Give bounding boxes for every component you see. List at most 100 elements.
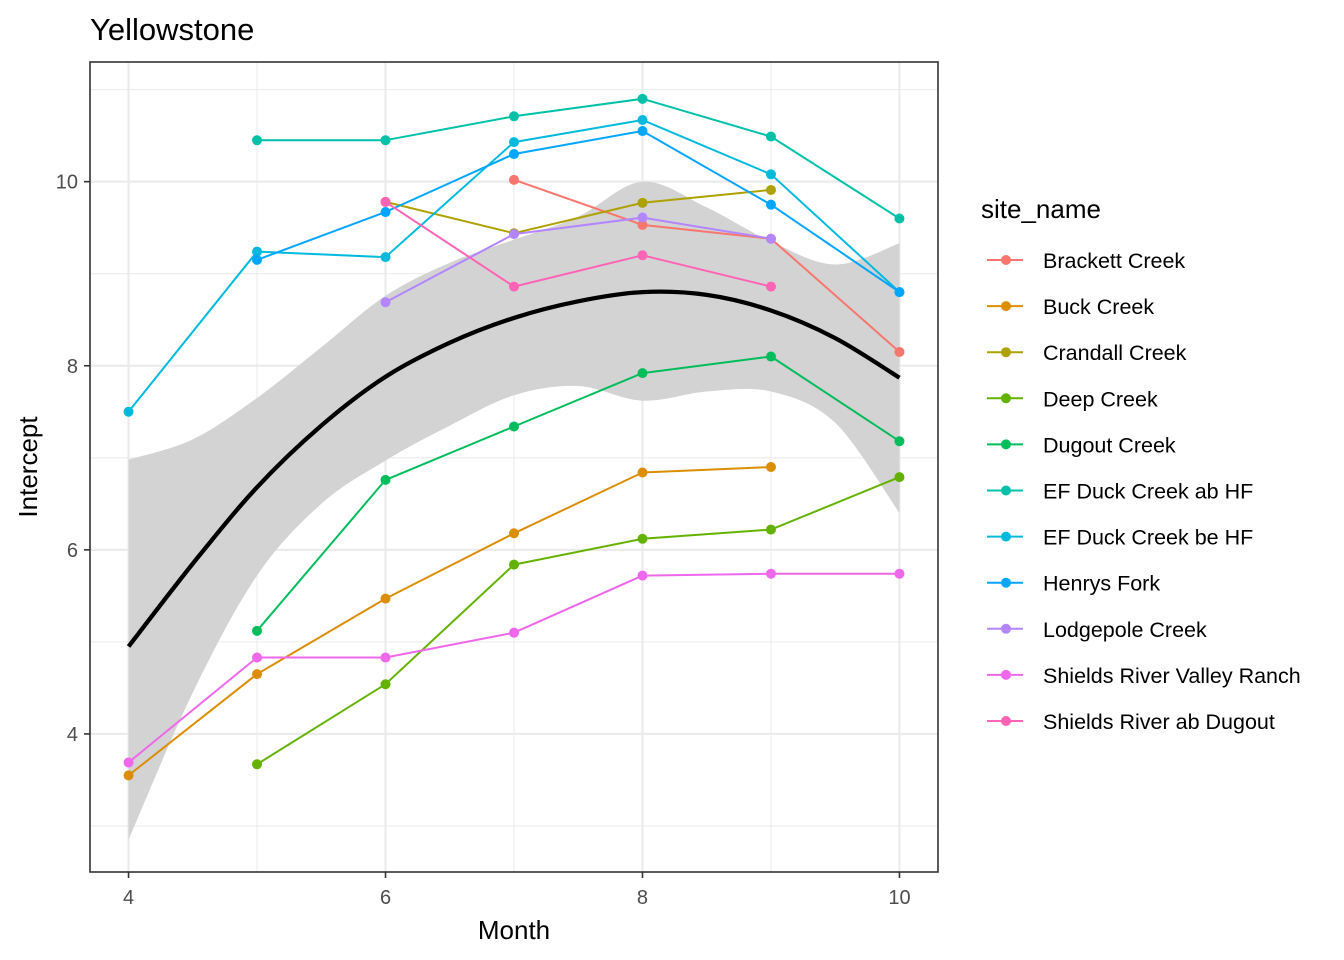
legend-key-point [1001,301,1011,312]
series-line-buck-creek [127,466,772,777]
data-point-shields-river-valley-ranch [509,627,519,638]
legend-key-point [1001,255,1011,265]
legend-label: Dugout Creek [1043,433,1176,457]
x-axis-title: Month [478,915,550,945]
data-point-buck-creek [380,593,391,604]
series-shields-river-ab-dugout [380,196,776,292]
series-deep-creek [252,472,905,770]
data-point-ef-duck-creek-be-hf [509,137,519,148]
data-point-henrys-fork [765,199,776,210]
legend-label: Deep Creek [1043,387,1158,411]
legend-item-ef-duck-creek-be-hf: EF Duck Creek be HF [987,526,1253,550]
data-point-dugout-creek [637,368,648,379]
data-point-lodgepole-creek [765,233,776,244]
smooth-line-layer [126,289,901,648]
legend-label: Shields River ab Dugout [1043,710,1275,734]
data-point-deep-creek [765,524,776,535]
series-layer [123,93,905,781]
smooth-confidence-band [128,181,900,840]
legend-key-point [1001,669,1011,680]
data-point-henrys-fork [894,287,905,298]
legend-item-crandall-creek: Crandall Creek [987,341,1187,365]
legend-item-henrys-fork: Henrys Fork [987,572,1160,596]
y-tick-label: 10 [56,172,78,194]
data-point-buck-creek [765,462,776,472]
data-point-deep-creek [637,533,648,544]
data-point-deep-creek [252,759,263,770]
legend-key-point [1001,577,1011,588]
data-point-ef-duck-creek-ab-hf [894,213,905,224]
legend-label: Buck Creek [1043,295,1154,319]
data-point-shields-river-valley-ranch [123,757,134,768]
data-point-brackett-creek [637,219,648,230]
legend-item-buck-creek: Buck Creek [987,295,1154,319]
data-point-deep-creek [509,559,519,570]
legend-label: Lodgepole Creek [1043,618,1207,642]
legend-label: EF Duck Creek be HF [1043,526,1253,550]
data-point-buck-creek [509,528,519,539]
legend-title: site_name [981,194,1101,224]
series-line-ef-duck-creek-ab-hf [257,97,901,220]
data-point-brackett-creek [509,174,519,185]
legend-item-ef-duck-creek-ab-hf: EF Duck Creek ab HF [987,480,1253,504]
data-point-lodgepole-creek [637,212,648,223]
data-point-ef-duck-creek-ab-hf [380,135,391,146]
data-point-henrys-fork [637,126,648,137]
x-tick-label: 4 [123,887,134,909]
data-point-brackett-creek [894,346,905,357]
data-point-buck-creek [252,669,263,680]
data-point-shields-river-ab-dugout [637,250,648,261]
data-point-lodgepole-creek [509,229,519,240]
panel-border [89,61,939,873]
legend-key-point [1001,623,1011,634]
series-shields-river-valley-ranch [123,568,905,768]
series-ef-duck-creek-ab-hf [252,93,905,224]
x-tick-label: 10 [888,887,910,909]
data-point-dugout-creek [765,351,776,362]
data-point-dugout-creek [380,474,391,485]
legend-key-point [1001,393,1011,404]
data-point-crandall-creek [765,184,776,195]
smooth-confidence-band-layer [128,181,900,840]
data-point-dugout-creek [509,421,519,432]
data-point-shields-river-valley-ranch [252,652,263,663]
data-point-shields-river-valley-ranch [894,568,905,579]
data-point-ef-duck-creek-ab-hf [765,131,776,142]
legend-label: Shields River Valley Ranch [1043,664,1301,688]
y-tick-label: 8 [67,356,78,378]
data-point-buck-creek [123,770,134,781]
data-point-shields-river-valley-ranch [637,570,648,581]
legend-item-brackett-creek: Brackett Creek [987,249,1185,273]
data-point-ef-duck-creek-ab-hf [252,135,263,146]
series-line-brackett-creek [513,178,901,353]
x-tick-label: 8 [637,887,648,909]
data-point-henrys-fork [252,254,263,265]
series-ef-duck-creek-be-hf [123,114,905,417]
y-tick-label: 4 [67,724,78,746]
data-point-deep-creek [894,472,905,483]
legend-item-dugout-creek: Dugout Creek [987,433,1176,457]
data-point-crandall-creek [637,197,648,208]
legend: site_name Brackett Creek Buck Creek Cranda… [981,194,1301,734]
data-point-lodgepole-creek [380,297,391,308]
legend-label: Henrys Fork [1043,572,1160,596]
data-point-henrys-fork [380,207,391,218]
legend-items: Brackett Creek Buck Creek Crandall Creek De… [987,249,1301,734]
legend-key-point [1001,439,1011,450]
series-lodgepole-creek [380,212,776,308]
series-line-lodgepole-creek [385,216,772,304]
legend-key-point [1001,716,1011,726]
legend-key-point [1001,531,1011,542]
series-line-shields-river-ab-dugout [384,201,772,288]
y-axis: 4 6 8 10 [56,172,90,746]
series-buck-creek [123,462,776,781]
data-point-ef-duck-creek-be-hf [637,114,648,125]
legend-item-shields-river-valley-ranch: Shields River Valley Ranch [987,664,1301,688]
data-point-ef-duck-creek-be-hf [252,246,263,257]
legend-label: EF Duck Creek ab HF [1043,480,1253,504]
data-point-shields-river-ab-dugout [765,281,776,292]
data-point-dugout-creek [894,436,905,447]
y-axis-title: Intercept [13,416,43,518]
plot-panel [89,61,939,873]
